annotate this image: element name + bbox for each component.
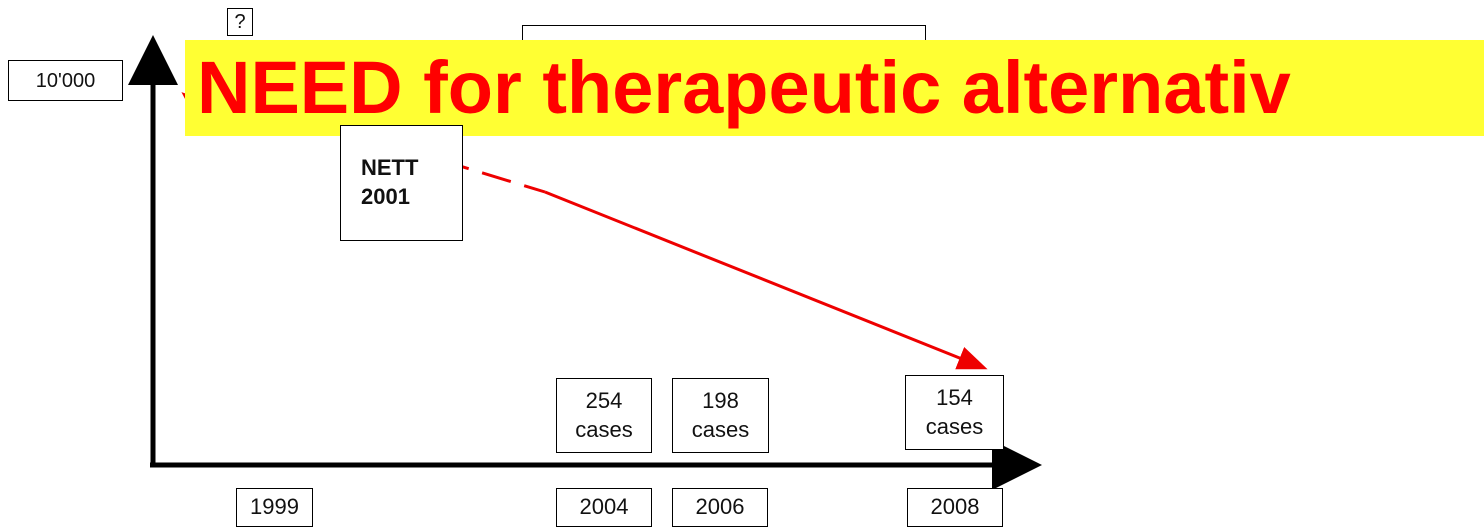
question-box: ? (227, 8, 253, 36)
case-box: 154 cases (905, 375, 1004, 450)
banner: NEED for therapeutic alternativ (185, 40, 1484, 136)
study-name: NETT (361, 155, 419, 181)
year: 2004 (579, 494, 629, 520)
study-year: 2001 (361, 184, 410, 209)
case-box: 254 cases (556, 378, 652, 453)
y-axis-label: 10'000 (35, 69, 96, 92)
year: 1999 (250, 494, 299, 520)
y-axis-label-box: 10'000 (8, 60, 123, 101)
study-box: NETT 2001 (340, 125, 463, 241)
trend-arrow-down (544, 190, 988, 370)
case-unit: cases (691, 416, 750, 442)
year-box: 2008 (907, 488, 1003, 527)
question: ? (234, 11, 246, 33)
case-box: 198 cases (672, 378, 769, 453)
year-box: 2006 (672, 488, 768, 527)
year: 2006 (695, 494, 745, 520)
case-unit: cases (925, 413, 984, 439)
year: 2008 (930, 494, 980, 520)
case-unit: cases (575, 416, 633, 442)
case-count: 154 (936, 384, 973, 410)
case-count: 254 (585, 387, 623, 413)
year-box: 1999 (236, 488, 313, 527)
case-count: 198 (702, 387, 739, 413)
year-box: 2004 (556, 488, 652, 527)
